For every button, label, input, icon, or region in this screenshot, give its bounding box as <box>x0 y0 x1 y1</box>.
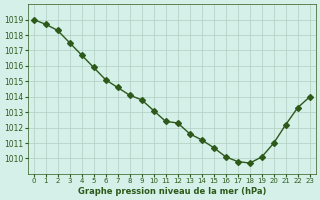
X-axis label: Graphe pression niveau de la mer (hPa): Graphe pression niveau de la mer (hPa) <box>77 187 266 196</box>
